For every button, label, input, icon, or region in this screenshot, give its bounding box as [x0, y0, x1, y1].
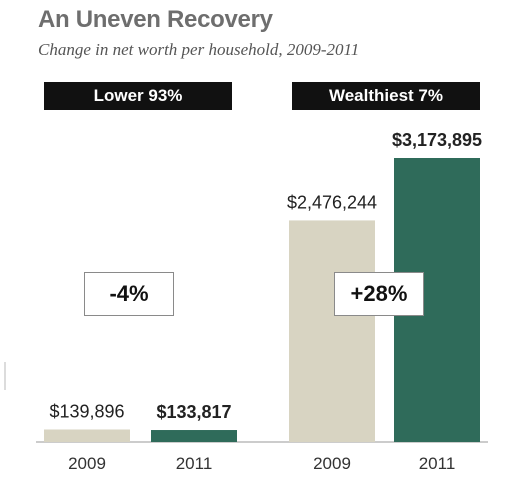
- x-tick-label: 2011: [176, 454, 213, 473]
- x-tick-label: 2009: [313, 454, 351, 473]
- chart-title: An Uneven Recovery: [38, 6, 273, 33]
- edge-mark: [4, 362, 6, 390]
- value-label: $3,173,895: [392, 130, 482, 150]
- x-tick-label: 2011: [419, 454, 456, 473]
- value-label: $133,817: [156, 402, 231, 422]
- change-annotation-lower-93: -4%: [84, 272, 174, 316]
- value-label: $139,896: [49, 401, 124, 421]
- bar-lower-93-2011: [151, 430, 237, 442]
- value-label: $2,476,244: [287, 192, 377, 212]
- change-annotation-wealthiest-7: +28%: [334, 272, 424, 316]
- group-label-lower-93: Lower 93%: [44, 82, 232, 110]
- chart-subtitle: Change in net worth per household, 2009-…: [38, 40, 360, 59]
- x-tick-label: 2009: [68, 454, 106, 473]
- group-label-wealthiest-7: Wealthiest 7%: [292, 82, 480, 110]
- bar-wealthiest-7-2009: [289, 220, 375, 442]
- bar-lower-93-2009: [44, 429, 130, 442]
